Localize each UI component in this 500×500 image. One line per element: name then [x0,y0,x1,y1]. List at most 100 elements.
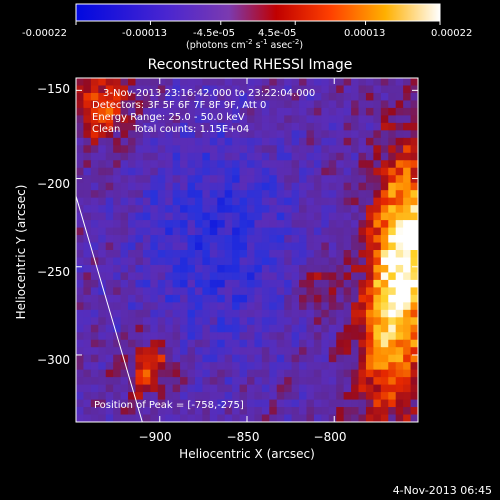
heatmap-cell [105,250,114,259]
heatmap-cell [202,362,211,371]
heatmap-cell [336,205,345,214]
heatmap-cell [120,85,129,94]
heatmap-cell [410,354,418,363]
heatmap-cell [351,339,360,348]
heatmap-cell [365,264,374,274]
heatmap-cell [128,279,137,288]
heatmap-cell [105,354,114,363]
heatmap-cell [351,152,360,161]
heatmap-cell [358,122,367,131]
heatmap-cell [299,339,308,348]
heatmap-cell [180,347,189,356]
heatmap-cell [239,309,248,318]
heatmap-cell [395,339,404,348]
heatmap-cell [135,377,144,386]
heatmap-cell [194,392,203,401]
heatmap-cell [276,264,285,274]
heatmap-cell [232,78,241,87]
heatmap-cell [276,152,285,161]
heatmap-cell [105,220,114,229]
heatmap-cell [217,197,226,206]
heatmap-cell [105,339,114,348]
heatmap-cell [276,302,285,311]
heatmap-cell [232,257,241,266]
heatmap-cell [403,257,412,266]
heatmap-cell [291,257,300,266]
heatmap-cell [98,294,107,303]
heatmap-cell [217,392,226,401]
heatmap-cell [194,354,203,363]
heatmap-cell [276,242,285,251]
heatmap-cell [209,354,218,363]
heatmap-cell [232,197,241,206]
heatmap-cell [194,107,203,116]
heatmap-cell [410,362,418,371]
heatmap-cell [321,152,330,161]
heatmap-cell [358,302,367,311]
heatmap-cell [217,287,226,296]
heatmap-cell [269,324,278,333]
heatmap-cell [373,92,382,102]
heatmap-cell [224,399,233,408]
heatmap-cell [128,272,137,281]
heatmap-cell [410,287,418,296]
heatmap-cell [284,190,293,199]
heatmap-cell [284,78,293,87]
heatmap-cell [328,377,337,386]
heatmap-cell [284,264,293,274]
heatmap-cell [120,294,129,303]
heatmap-cell [306,235,315,244]
heatmap-cell [128,332,137,341]
heatmap-cell [142,175,151,184]
heatmap-cell [194,212,203,221]
heatmap-cell [142,287,151,296]
heatmap-cell [172,324,181,333]
heatmap-cell [388,399,397,408]
heatmap-cell [142,384,151,393]
heatmap-cell [135,294,144,303]
heatmap-cell [306,137,315,146]
heatmap-cell [336,130,345,139]
heatmap-cell [365,399,374,408]
heatmap-cell [247,122,256,131]
heatmap-cell [388,369,397,378]
heatmap-cell [276,324,285,333]
heatmap-cell [172,130,181,139]
heatmap-cell [284,197,293,206]
heatmap-cell [321,175,330,184]
heatmap-cell [180,78,189,87]
heatmap-cell [373,257,382,266]
heatmap-cell [113,130,122,139]
heatmap-cell [180,197,189,206]
heatmap-cell [261,190,270,199]
heatmap-cell [142,317,151,326]
heatmap-cell [232,377,241,386]
heatmap-cell [336,92,345,102]
heatmap-cell [128,167,137,176]
heatmap-cell [254,399,263,408]
heatmap-cell [373,115,382,124]
heatmap-cell [217,122,226,131]
heatmap-cell [165,122,174,131]
heatmap-cell [224,85,233,94]
heatmap-cell [239,392,248,401]
heatmap-cell [180,122,189,131]
heatmap-cell [306,332,315,341]
heatmap-cell [209,272,218,281]
heatmap-cell [328,264,337,274]
heatmap-cell [343,339,352,348]
heatmap-cell [90,272,99,281]
heatmap-cell [180,399,189,408]
heatmap-cell [321,115,330,124]
heatmap-cell [403,197,412,206]
heatmap-cell [254,332,263,341]
heatmap-cell [410,107,418,116]
heatmap-cell [194,92,203,102]
heatmap-cell [90,324,99,333]
heatmap-cell [321,264,330,274]
heatmap-cell [142,279,151,288]
heatmap-cell [224,167,233,176]
heatmap-cell [336,324,345,333]
heatmap-cell [187,332,196,341]
heatmap-cell [128,100,137,109]
